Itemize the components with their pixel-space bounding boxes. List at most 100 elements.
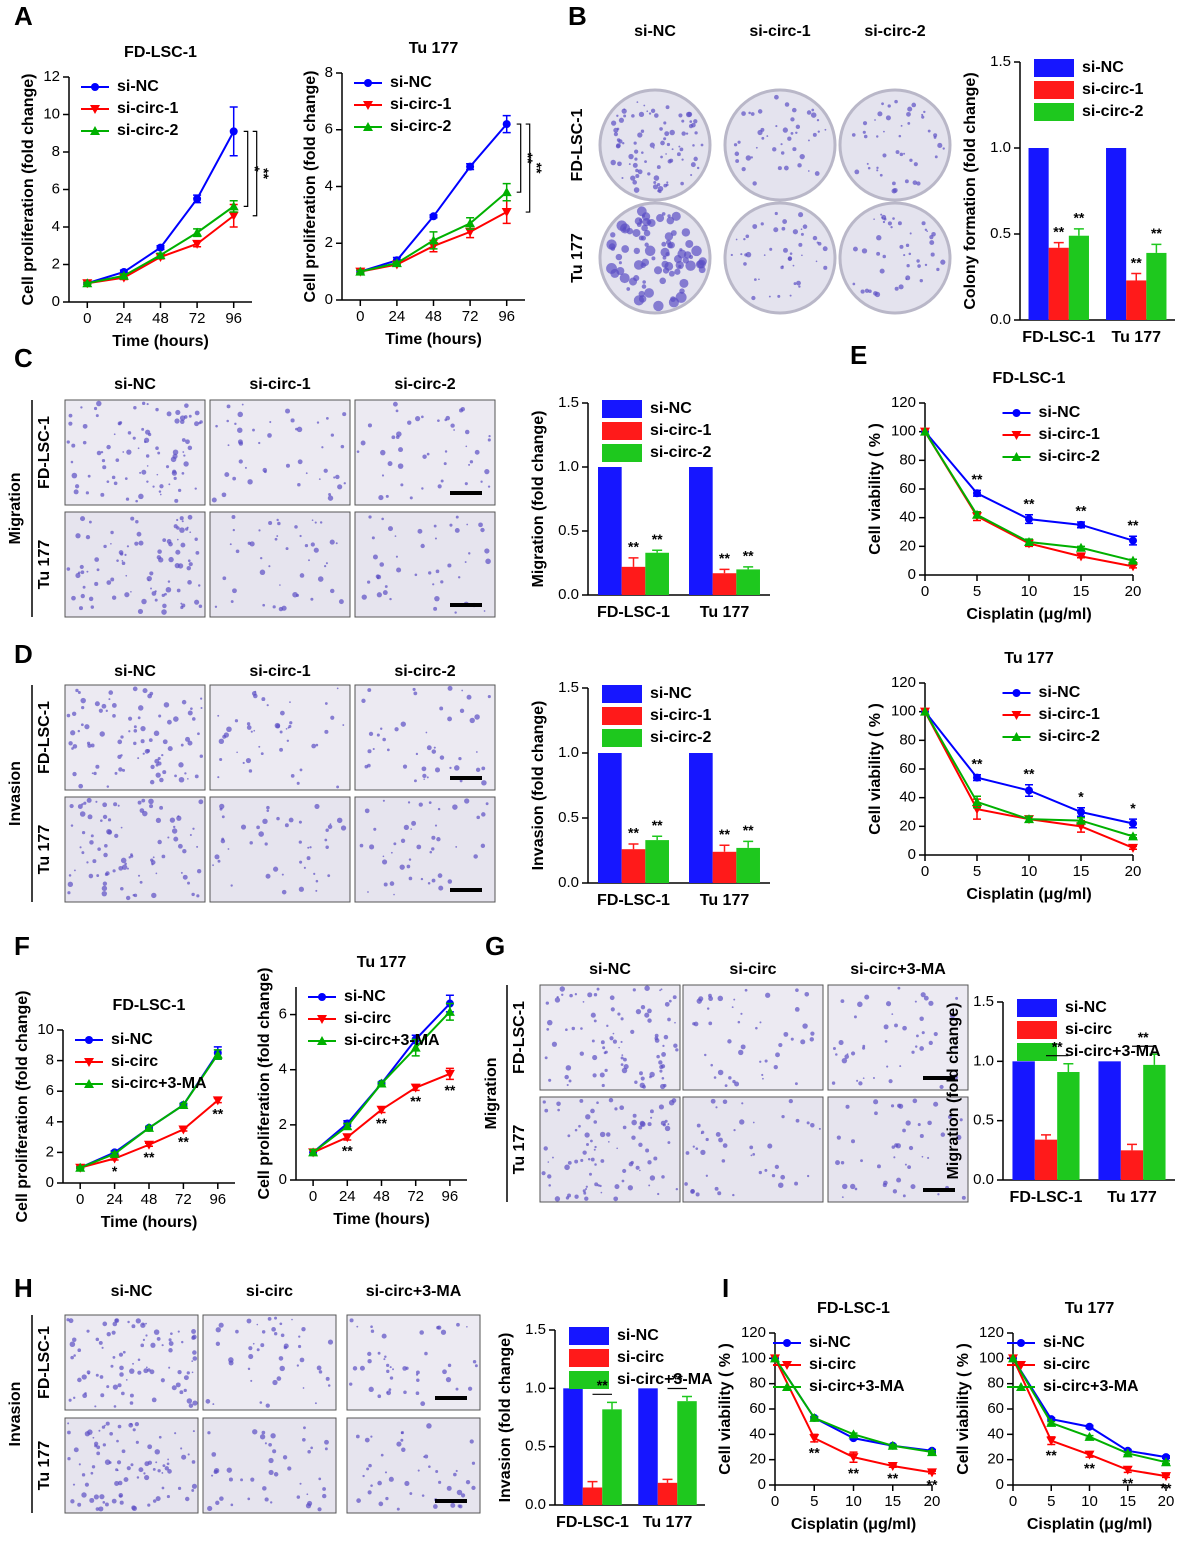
x-tick-label: 20 — [924, 1493, 941, 1510]
point-marker — [212, 1049, 223, 1059]
cell-speck — [648, 1184, 651, 1187]
cell-speck — [228, 1477, 233, 1482]
cell-speck — [652, 147, 655, 149]
point-marker — [429, 212, 438, 221]
y-axis-label: Cell viability ( % ) — [955, 1343, 972, 1475]
cell-speck — [279, 747, 284, 752]
cell-speck — [384, 585, 388, 588]
cell-speck — [842, 1183, 848, 1190]
cell-speck — [934, 155, 938, 159]
scale-bar — [435, 1499, 467, 1503]
cell-speck — [316, 421, 320, 424]
cell-speck — [126, 545, 130, 548]
cell-speck — [143, 1368, 149, 1374]
x-tick-label: 72 — [189, 310, 206, 327]
cell-speck — [95, 1337, 100, 1342]
cell-speck — [212, 1403, 215, 1406]
cell-speck — [96, 450, 102, 456]
cell-speck — [913, 162, 918, 167]
significance-mark: ** — [212, 1105, 223, 1121]
row-label: Tu 177 — [511, 1125, 528, 1175]
cell-speck — [480, 480, 483, 483]
cell-speck — [80, 697, 86, 704]
cell-speck — [198, 604, 203, 609]
bar — [1098, 1061, 1121, 1180]
cell-speck — [663, 137, 667, 141]
cell-speck — [267, 1317, 272, 1321]
cell-speck — [318, 1477, 322, 1481]
cell-speck — [215, 1500, 220, 1505]
cell-speck — [613, 132, 618, 137]
cell-speck — [266, 805, 270, 810]
cell-speck — [916, 181, 921, 186]
y-tick-label: 40 — [899, 789, 916, 806]
cell-speck — [405, 1366, 409, 1370]
legend-label: si-NC — [111, 1031, 153, 1048]
cell-speck — [590, 1139, 593, 1143]
cell-speck — [177, 563, 184, 569]
cell-speck — [638, 111, 645, 117]
cell-speck — [80, 570, 85, 575]
cell-speck — [117, 804, 120, 807]
cell-speck — [868, 289, 872, 293]
cell-speck — [607, 1140, 610, 1143]
cell-speck — [253, 729, 256, 732]
cell-speck — [315, 743, 319, 747]
cell-speck — [487, 485, 491, 488]
error-bar — [607, 1401, 617, 1410]
point-marker — [308, 1147, 319, 1157]
point-marker — [1012, 409, 1021, 417]
legend-label: si-NC — [1039, 404, 1081, 421]
cell-speck — [249, 541, 255, 547]
cell-speck — [891, 1145, 896, 1149]
bar — [563, 1388, 583, 1505]
cell-speck — [937, 142, 943, 148]
cell-speck — [548, 1078, 552, 1082]
cell-speck — [311, 743, 316, 749]
cell-speck — [137, 800, 142, 805]
cell-speck — [310, 1446, 313, 1450]
cell-speck — [175, 549, 181, 555]
cell-speck — [155, 407, 159, 412]
cell-speck — [632, 228, 641, 237]
cell-speck — [927, 1120, 932, 1126]
point-marker — [1129, 819, 1137, 828]
significance-mark: ** — [529, 163, 545, 174]
cell-speck — [440, 479, 444, 483]
cell-speck — [919, 1046, 924, 1051]
cell-speck — [656, 1054, 660, 1059]
cell-speck — [306, 856, 311, 861]
cell-speck — [104, 1502, 109, 1507]
cell-speck — [461, 689, 464, 692]
cell-speck — [177, 1486, 182, 1490]
cell-speck — [543, 1146, 548, 1151]
scale-bar — [450, 888, 482, 892]
point-marker — [85, 1036, 93, 1044]
cell-speck — [137, 757, 140, 760]
chart-title: FD-LSC-1 — [993, 370, 1066, 387]
cell-speck — [273, 1332, 278, 1336]
cell-speck — [862, 130, 866, 134]
cell-speck — [157, 549, 162, 554]
cell-speck — [744, 988, 748, 992]
cell-speck — [98, 1506, 104, 1512]
cell-speck — [381, 517, 384, 521]
cell-speck — [822, 246, 828, 252]
cell-speck — [633, 247, 641, 255]
cell-speck — [769, 247, 773, 251]
cell-speck — [383, 1358, 386, 1361]
y-axis-label: Cell viability ( % ) — [867, 703, 884, 835]
cell-speck — [281, 889, 287, 895]
cell-speck — [666, 181, 669, 184]
cell-speck — [393, 842, 397, 846]
cell-speck — [698, 257, 707, 266]
cell-speck — [667, 1141, 671, 1145]
point-marker — [178, 1099, 189, 1109]
cell-speck — [400, 1430, 405, 1435]
y-tick-label: 0.5 — [990, 225, 1011, 242]
legend-label: si-circ+3-MA — [1065, 1043, 1161, 1060]
cell-speck — [659, 1064, 664, 1070]
cell-speck — [416, 844, 422, 850]
cell-speck — [184, 403, 189, 408]
cell-speck — [137, 874, 141, 877]
